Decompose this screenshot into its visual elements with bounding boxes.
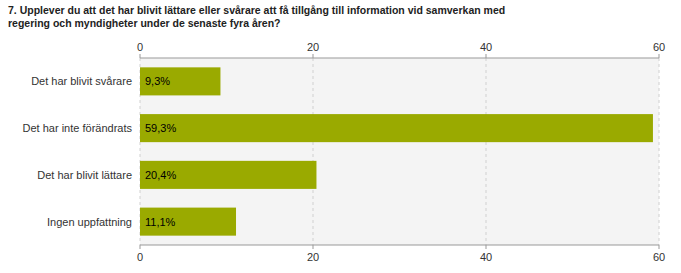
grid-line xyxy=(313,58,314,245)
x-axis-top-line xyxy=(140,58,659,59)
x-tick-label: 20 xyxy=(307,251,319,263)
grid-line xyxy=(659,58,660,245)
bar xyxy=(140,161,316,189)
chart: 7. Upplever du att det har blivit lättar… xyxy=(0,0,681,273)
data-label: 11,1% xyxy=(145,216,176,228)
x-top-tick-label: 40 xyxy=(480,41,492,53)
x-tick-label: 40 xyxy=(480,251,492,263)
x-tick-label: 60 xyxy=(653,251,665,263)
x-top-tick xyxy=(486,54,487,58)
x-tick xyxy=(486,245,487,249)
grid xyxy=(140,58,659,245)
x-top-tick xyxy=(140,54,141,58)
y-tick-label: Ingen uppfattning xyxy=(47,216,132,228)
x-axis-line xyxy=(140,245,659,246)
bars xyxy=(140,67,653,235)
x-tick xyxy=(140,245,141,249)
title-line: 7. Upplever du att det har blivit lättar… xyxy=(8,4,505,16)
bar xyxy=(140,208,236,236)
title: 7. Upplever du att det har blivit lättar… xyxy=(8,4,505,29)
y-tick-label: Det har inte förändrats xyxy=(23,122,133,134)
title-line: regering och myndigheter under de senast… xyxy=(8,17,281,29)
x-top-tick xyxy=(313,54,314,58)
data-label: 9,3% xyxy=(145,75,170,87)
grid-line xyxy=(486,58,487,245)
y-tick-label: Det har blivit lättare xyxy=(37,169,132,181)
x-top-tick-label: 60 xyxy=(653,41,665,53)
data-label: 59,3% xyxy=(145,122,176,134)
x-tick-label: 0 xyxy=(137,251,143,263)
chart-container: 7. Upplever du att det har blivit lättar… xyxy=(0,0,681,273)
bar xyxy=(140,114,653,142)
y-tick-label: Det har blivit svårare xyxy=(31,75,132,87)
x-top-tick-label: 20 xyxy=(307,41,319,53)
x-top-tick xyxy=(659,54,660,58)
x-tick xyxy=(313,245,314,249)
data-label: 20,4% xyxy=(145,169,176,181)
bar xyxy=(140,67,220,95)
x-top-tick-label: 0 xyxy=(137,41,143,53)
plot-background xyxy=(140,58,659,245)
x-tick xyxy=(659,245,660,249)
